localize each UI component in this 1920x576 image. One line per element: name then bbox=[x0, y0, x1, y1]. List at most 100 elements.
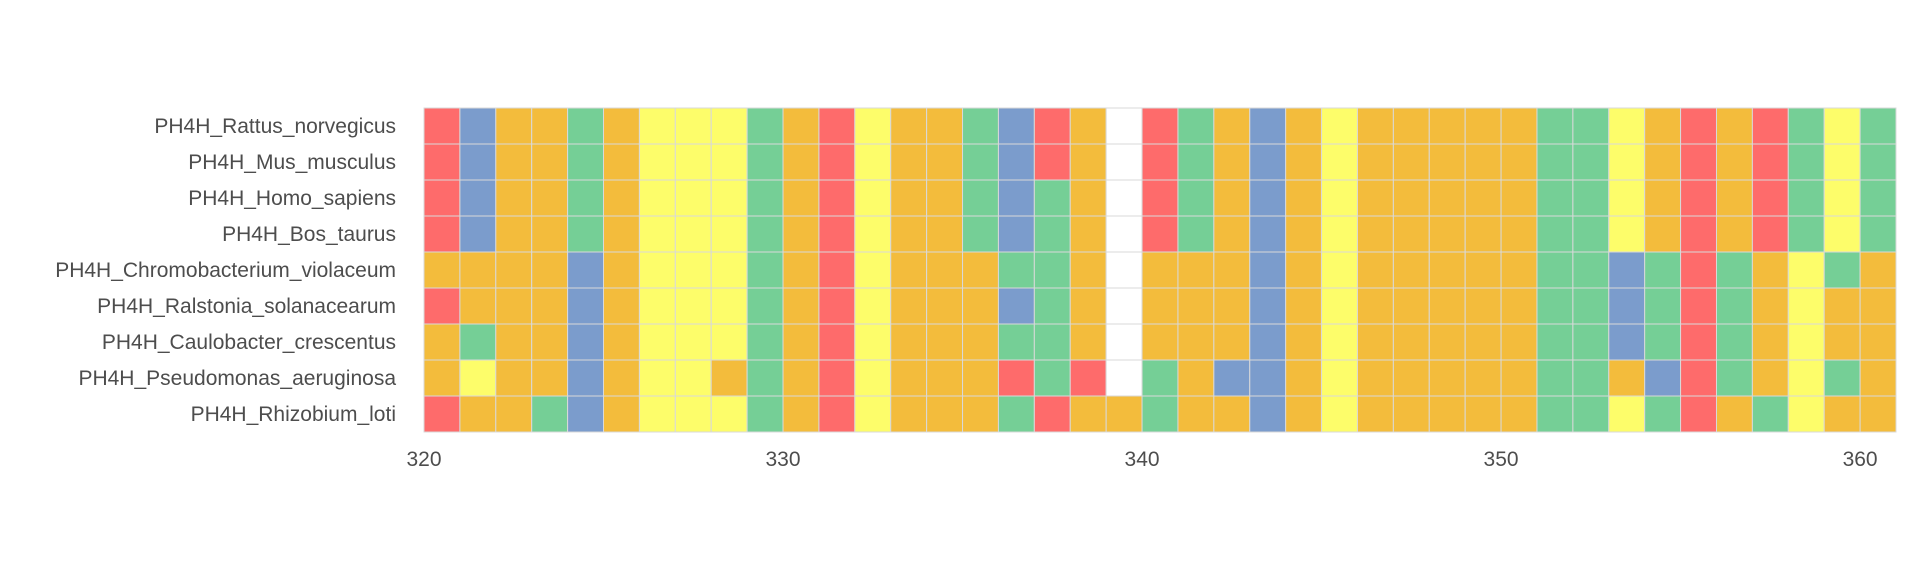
heatmap-cell bbox=[567, 251, 605, 289]
heatmap-cell bbox=[1536, 287, 1574, 325]
heatmap-cell bbox=[746, 107, 784, 145]
heatmap-cell bbox=[1105, 107, 1143, 145]
heatmap-cell bbox=[997, 179, 1035, 217]
heatmap-cell bbox=[1715, 107, 1753, 145]
heatmap-cell bbox=[1572, 107, 1610, 145]
row-label: PH4H_Rattus_norvegicus bbox=[154, 115, 396, 138]
heatmap-cell bbox=[1428, 143, 1466, 181]
heatmap-cell bbox=[1177, 323, 1215, 361]
heatmap-cell bbox=[1464, 323, 1502, 361]
heatmap-cell bbox=[1751, 395, 1789, 433]
heatmap-cell bbox=[459, 107, 497, 145]
heatmap-cell bbox=[1787, 179, 1825, 217]
heatmap-cell bbox=[1500, 215, 1538, 253]
heatmap-cell bbox=[1536, 251, 1574, 289]
heatmap-cell bbox=[1644, 107, 1682, 145]
heatmap-cell bbox=[638, 143, 676, 181]
heatmap-cell bbox=[746, 143, 784, 181]
heatmap-cell bbox=[1859, 323, 1897, 361]
heatmap-cell bbox=[1105, 179, 1143, 217]
heatmap-cell bbox=[782, 395, 820, 433]
heatmap-cell bbox=[854, 287, 892, 325]
heatmap-cell bbox=[459, 287, 497, 325]
heatmap-cell bbox=[603, 143, 640, 181]
row-label: PH4H_Rhizobium_loti bbox=[191, 403, 396, 426]
heatmap-cell bbox=[1680, 323, 1717, 361]
heatmap-cell bbox=[674, 179, 712, 217]
row-label: PH4H_Pseudomonas_aeruginosa bbox=[78, 367, 396, 390]
heatmap-cell bbox=[495, 143, 533, 181]
heatmap-cell bbox=[1392, 395, 1430, 433]
row-label: PH4H_Caulobacter_crescentus bbox=[102, 331, 396, 354]
heatmap-cell bbox=[1751, 107, 1789, 145]
heatmap-cell bbox=[854, 179, 892, 217]
heatmap-cell bbox=[890, 395, 928, 433]
heatmap-cell bbox=[1177, 179, 1215, 217]
heatmap-cell bbox=[1859, 251, 1897, 289]
heatmap-cell bbox=[746, 215, 784, 253]
heatmap-cell bbox=[1787, 395, 1825, 433]
heatmap-cell bbox=[1464, 107, 1502, 145]
heatmap-cell bbox=[1069, 179, 1107, 217]
heatmap-cell bbox=[926, 215, 964, 253]
heatmap-cell bbox=[818, 395, 856, 433]
heatmap-cell bbox=[854, 215, 892, 253]
heatmap-cell bbox=[1680, 215, 1717, 253]
heatmap-cell bbox=[1608, 395, 1646, 433]
heatmap-cell bbox=[495, 395, 533, 433]
heatmap-cell bbox=[1680, 287, 1717, 325]
heatmap-cell bbox=[926, 323, 964, 361]
heatmap-cell bbox=[1356, 323, 1394, 361]
heatmap-cell bbox=[638, 251, 676, 289]
heatmap-cell bbox=[1787, 323, 1825, 361]
heatmap-cell bbox=[423, 359, 461, 397]
heatmap-cell bbox=[1536, 107, 1574, 145]
heatmap-cell bbox=[531, 287, 569, 325]
heatmap-cell bbox=[567, 107, 605, 145]
heatmap-cell bbox=[1572, 287, 1610, 325]
heatmap-cell bbox=[1249, 179, 1287, 217]
heatmap-cell bbox=[1213, 107, 1251, 145]
heatmap-cell bbox=[1859, 215, 1897, 253]
heatmap-cell bbox=[1356, 395, 1394, 433]
heatmap-cell bbox=[1859, 107, 1897, 145]
heatmap-cell bbox=[1356, 359, 1394, 397]
heatmap-cell bbox=[1356, 143, 1394, 181]
heatmap-cell bbox=[459, 143, 497, 181]
heatmap-cell bbox=[1500, 107, 1538, 145]
heatmap-cell bbox=[1787, 107, 1825, 145]
heatmap-cell bbox=[1033, 143, 1071, 181]
heatmap-cell bbox=[603, 395, 640, 433]
x-tick-labels: 320 330 340 350 360 bbox=[406, 448, 1877, 471]
heatmap-cell bbox=[1608, 287, 1646, 325]
heatmap-cell bbox=[997, 215, 1035, 253]
heatmap-cell bbox=[1249, 251, 1287, 289]
heatmap-cell bbox=[710, 395, 748, 433]
heatmap-cell bbox=[1787, 143, 1825, 181]
heatmap-cell bbox=[710, 143, 748, 181]
heatmap-cell bbox=[1033, 107, 1071, 145]
heatmap-cell bbox=[890, 215, 928, 253]
heatmap-cell bbox=[1249, 323, 1287, 361]
heatmap-cell bbox=[890, 107, 928, 145]
heatmap-cell bbox=[1859, 359, 1897, 397]
heatmap-cell bbox=[1069, 251, 1107, 289]
heatmap-cell bbox=[1321, 287, 1358, 325]
heatmap-cell bbox=[1105, 215, 1143, 253]
heatmap-cell bbox=[962, 251, 999, 289]
heatmap-cell bbox=[1069, 395, 1107, 433]
heatmap-cell bbox=[638, 179, 676, 217]
heatmap-cell bbox=[854, 395, 892, 433]
heatmap-cell bbox=[1787, 359, 1825, 397]
heatmap-cell bbox=[818, 359, 856, 397]
heatmap-cell bbox=[1751, 287, 1789, 325]
heatmap-cell bbox=[674, 287, 712, 325]
heatmap-cell bbox=[1572, 179, 1610, 217]
heatmap-cell bbox=[1787, 251, 1825, 289]
heatmap-cell bbox=[1213, 143, 1251, 181]
heatmap-cell bbox=[495, 287, 533, 325]
heatmap-cell bbox=[1428, 323, 1466, 361]
heatmap-cell bbox=[1428, 251, 1466, 289]
heatmap-cell bbox=[1177, 107, 1215, 145]
heatmap-cell bbox=[710, 323, 748, 361]
